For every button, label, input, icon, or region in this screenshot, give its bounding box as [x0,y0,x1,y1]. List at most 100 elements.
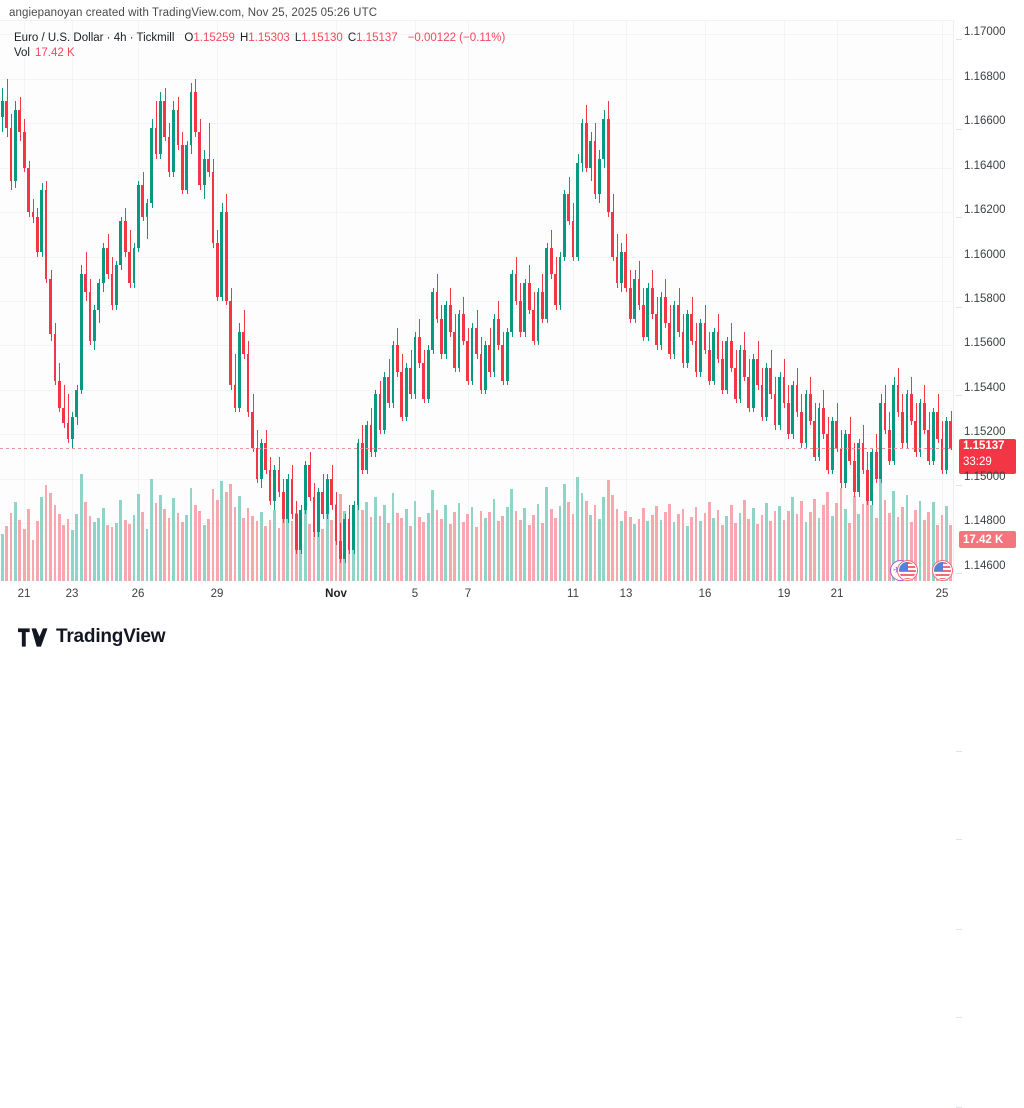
volume-bar [216,499,219,581]
volume-bar [791,497,795,581]
candle-wick [33,198,34,224]
volume-bar [835,502,838,581]
volume-bar [88,516,92,581]
candle-body [229,301,232,386]
volume-bar [874,517,878,581]
economic-event-marker-us-2[interactable] [932,560,953,581]
candle-body [866,469,869,501]
volume-bar [606,479,610,581]
candle-body [852,461,856,493]
volume-bar [681,508,685,581]
candle-body [128,252,131,284]
volume-bar [374,497,377,581]
price-axis-tick-dash [956,395,962,397]
candle-body [602,118,606,159]
volume-badge: 17.42 K [959,531,1016,549]
time-axis-tick: 26 [131,588,145,600]
volume-bar [360,510,364,581]
candle-body [360,443,364,470]
candle-wick [147,198,148,239]
candle-body [470,327,474,381]
candle-body [79,274,83,390]
candle-body [527,283,531,310]
candle-body [66,423,70,439]
candle-body [808,394,812,421]
candle-body [35,216,39,253]
candle-body [940,438,944,470]
economic-event-marker-us-1[interactable] [897,560,918,581]
price-axis-tick-dash [956,573,962,574]
volume-bar [936,525,939,581]
candle-body [580,123,584,164]
candle-body [738,349,742,399]
volume-bar [440,518,443,581]
volume-bar [435,509,439,581]
chart-pane[interactable] [0,20,953,582]
time-axis[interactable]: 21 23 26 29 Nov 5 7 11 13 16 19 21 25 [0,581,953,609]
candle-body [290,478,294,515]
volume-bar [224,492,228,581]
volume-bar [84,502,87,581]
candle-body [22,132,26,168]
volume-bar [830,516,834,581]
time-axis-tick: 23 [65,588,79,600]
time-axis-tick: 5 [411,588,419,600]
candle-body [145,203,149,217]
volume-bar [747,518,751,581]
candle-body [461,314,465,341]
volume-bar [866,482,869,581]
us-flag-icon [934,562,951,579]
volume-bar [22,528,26,581]
gridline-horizontal [0,390,953,391]
volume-bar [18,520,22,581]
candle-body [510,274,513,333]
volume-bar [325,508,329,581]
candle-body [277,469,281,493]
gridline-horizontal [0,168,953,169]
candle-body [242,332,246,355]
volume-bar [813,498,817,581]
volume-bar [659,520,663,581]
candle-body [356,443,360,506]
candle-body [338,541,342,559]
candle-body [237,332,241,408]
tradingview-chart-screenshot: angiepanoyan created with TradingView.co… [0,7,1024,1108]
candle-body [549,247,553,275]
candle-body [756,358,759,386]
volume-bar [14,501,17,581]
candle-body [71,416,74,439]
candle-body [347,518,351,550]
volume-bar [115,522,118,581]
volume-bar [778,506,781,581]
candle-body [101,247,105,284]
candle-body [545,247,549,319]
volume-bar [382,505,386,581]
volume-bar [558,505,562,581]
candle-body [795,385,799,413]
candle-body [589,141,593,168]
candle-body [409,367,412,395]
gridline-horizontal [0,523,953,524]
price-axis-tick-dash [956,928,962,930]
candle-body [176,109,180,146]
candle-body [817,407,821,457]
current-price-line [0,448,953,449]
candle-body [321,492,325,515]
candle-body [75,389,79,417]
volume-bar [391,492,395,581]
price-axis-tick: 1.16200 [956,204,1006,397]
candle-wick [68,394,69,444]
us-flag-icon [899,562,916,579]
candle-body [295,514,298,550]
candle-body [721,358,724,390]
candle-body [514,274,518,301]
candle-body [325,478,329,515]
volume-bar [176,513,180,581]
volume-bar [822,505,825,581]
price-axis[interactable]: 1.15137 33:29 17.42 K 1.17000 1.16800 1.16… [953,20,1024,1108]
candle-body [31,212,35,217]
candle-body [62,407,66,424]
candle-body [734,367,737,399]
candle-body [404,367,408,417]
candle-body [773,394,777,426]
